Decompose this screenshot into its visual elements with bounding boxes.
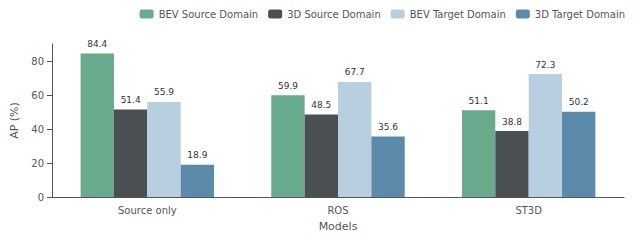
svg-text:BEV Source Domain: BEV Source Domain	[159, 9, 259, 20]
svg-text:Source only: Source only	[118, 205, 177, 216]
svg-text:0: 0	[38, 192, 44, 203]
svg-text:AP (%): AP (%)	[8, 102, 21, 139]
svg-text:80: 80	[31, 56, 44, 67]
svg-text:ROS: ROS	[327, 205, 348, 216]
svg-text:38.8: 38.8	[502, 117, 522, 127]
svg-text:18.9: 18.9	[187, 150, 207, 160]
svg-text:55.9: 55.9	[154, 87, 174, 97]
svg-text:51.4: 51.4	[121, 95, 141, 105]
svg-text:ST3D: ST3D	[515, 205, 542, 216]
svg-text:59.9: 59.9	[278, 81, 298, 91]
svg-text:BEV Target Domain: BEV Target Domain	[410, 9, 506, 20]
svg-text:50.2: 50.2	[569, 97, 589, 107]
svg-text:35.6: 35.6	[378, 122, 398, 132]
svg-text:48.5: 48.5	[311, 100, 331, 110]
svg-text:51.1: 51.1	[469, 96, 489, 106]
svg-text:3D Target Domain: 3D Target Domain	[535, 9, 625, 20]
svg-text:67.7: 67.7	[345, 67, 365, 77]
svg-text:40: 40	[31, 124, 44, 135]
svg-text:3D Source Domain: 3D Source Domain	[287, 9, 381, 20]
svg-text:20: 20	[31, 158, 44, 169]
svg-text:84.4: 84.4	[87, 39, 107, 49]
svg-text:72.3: 72.3	[535, 60, 555, 70]
svg-text:Models: Models	[319, 220, 358, 233]
svg-text:60: 60	[31, 90, 44, 101]
